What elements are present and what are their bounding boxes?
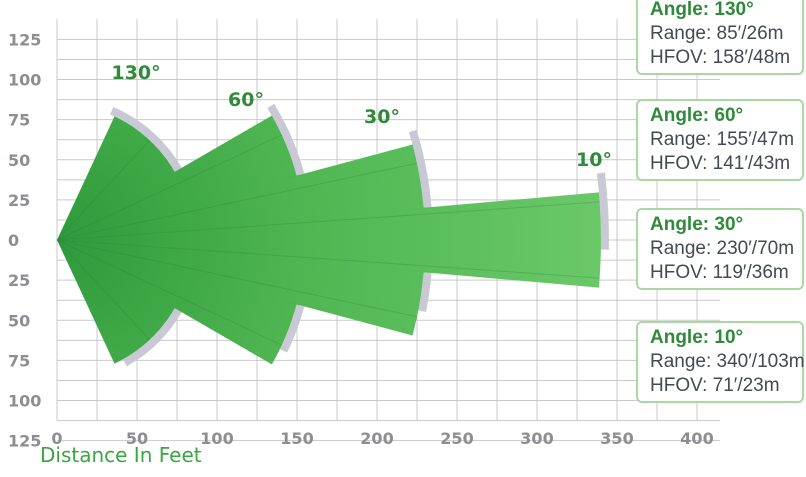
info-hfov: HFOV: 158′/48m bbox=[650, 47, 791, 68]
angle-label-130: 130° bbox=[111, 62, 160, 84]
info-hfov: HFOV: 141′/43m bbox=[650, 153, 791, 174]
beam-ray bbox=[56, 239, 600, 279]
info-range: Range: 340′/103m bbox=[650, 351, 805, 372]
y-tick-label: 75 bbox=[8, 111, 30, 130]
axis-ticks: 0 50 100 150 200 250 300 350 4001251007550250255… bbox=[8, 30, 714, 450]
info-title: Angle: 130° bbox=[650, 0, 754, 20]
beam-ray bbox=[56, 239, 151, 341]
y-tick-label: 100 bbox=[8, 392, 41, 411]
beam-ray bbox=[56, 239, 283, 346]
x-tick-label: 150 bbox=[280, 429, 313, 448]
info-range: Range: 155′/47m bbox=[650, 129, 795, 150]
y-tick-label: 100 bbox=[8, 71, 41, 90]
beam-ray bbox=[56, 139, 151, 241]
beam-shadow-10 bbox=[596, 172, 609, 250]
info-title: Angle: 30° bbox=[650, 214, 744, 235]
info-box-60: Angle: 60° Range: 155′/47m HFOV: 141′/43… bbox=[636, 99, 804, 181]
x-tick-label: 300 bbox=[520, 429, 553, 448]
info-hfov: HFOV: 71′/23m bbox=[650, 375, 780, 396]
y-tick-label: 0 bbox=[8, 231, 19, 250]
y-tick-label: 25 bbox=[8, 271, 30, 290]
info-title: Angle: 60° bbox=[650, 105, 744, 126]
x-tick-label: 0 bbox=[51, 429, 62, 448]
info-box-10: Angle: 10° Range: 340′/103m HFOV: 71′/23… bbox=[636, 321, 805, 403]
beam-rays bbox=[56, 134, 600, 346]
x-tick-label: 350 bbox=[600, 429, 633, 448]
angle-label-30: 30° bbox=[364, 106, 400, 128]
y-tick-label: 50 bbox=[8, 151, 30, 170]
x-tick-label: 400 bbox=[680, 429, 713, 448]
x-tick-label: 100 bbox=[200, 429, 233, 448]
angle-labels: 130° 60° 30° 10° bbox=[111, 62, 612, 171]
beam-ray bbox=[56, 134, 283, 241]
info-title: Angle: 10° bbox=[650, 327, 744, 348]
beams bbox=[57, 115, 601, 365]
info-range: Range: 85′/26m bbox=[650, 23, 784, 44]
angle-label-60: 60° bbox=[228, 89, 264, 111]
info-hfov: HFOV: 119′/36m bbox=[650, 262, 789, 283]
beam-ray bbox=[56, 162, 418, 241]
info-box-30: Angle: 30° Range: 230′/70m HFOV: 119′/36… bbox=[636, 208, 804, 290]
x-tick-label: 50 bbox=[126, 429, 148, 448]
beam-ray bbox=[56, 239, 418, 318]
beam-10 bbox=[57, 192, 601, 288]
y-tick-label: 125 bbox=[8, 432, 41, 451]
y-tick-label: 75 bbox=[8, 351, 30, 370]
y-tick-label: 50 bbox=[8, 311, 30, 330]
info-range: Range: 230′/70m bbox=[650, 238, 795, 259]
x-axis-label: Distance In Feet bbox=[40, 443, 202, 467]
y-tick-label: 125 bbox=[8, 30, 41, 49]
beam-ray bbox=[56, 201, 600, 241]
info-box-130: Angle: 130° Range: 85′/26m HFOV: 158′/48… bbox=[636, 0, 804, 75]
x-tick-label: 200 bbox=[360, 429, 393, 448]
angle-label-10: 10° bbox=[576, 149, 612, 171]
x-tick-label: 250 bbox=[440, 429, 473, 448]
y-tick-label: 25 bbox=[8, 191, 30, 210]
